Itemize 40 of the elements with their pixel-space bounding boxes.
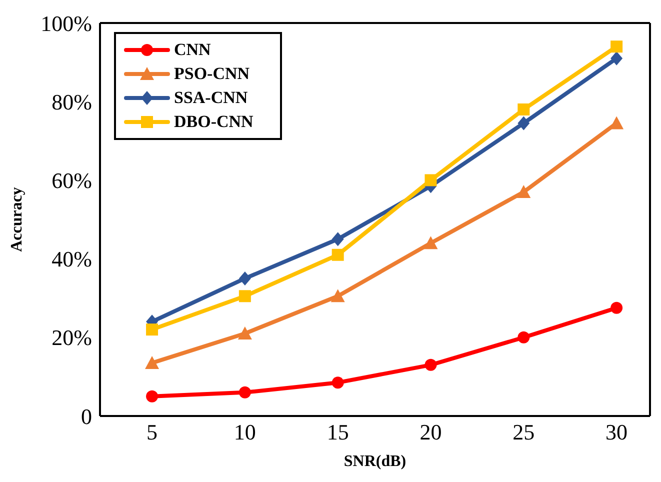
- y-axis-title: Accuracy: [8, 187, 26, 252]
- y-tick-label: 60%: [52, 168, 92, 194]
- x-tick-label: 15: [326, 420, 349, 445]
- x-tick-label: 5: [146, 420, 158, 445]
- y-tick-label: 40%: [52, 246, 92, 272]
- point: [332, 376, 344, 389]
- point: [332, 248, 344, 261]
- legend-label: SSA-CNN: [174, 88, 249, 108]
- point: [238, 326, 252, 340]
- point: [516, 184, 531, 198]
- point: [518, 331, 530, 344]
- point: [146, 390, 158, 402]
- point: [610, 116, 624, 130]
- point: [518, 103, 530, 116]
- point: [610, 51, 623, 66]
- x-tick-label: 10: [234, 420, 256, 445]
- point: [238, 271, 251, 286]
- y-tick-label: 80%: [52, 89, 92, 114]
- point: [238, 290, 251, 302]
- y-tick-label: 20%: [52, 325, 92, 350]
- legend-label: CNN: [174, 40, 212, 60]
- point: [238, 386, 251, 398]
- point: [424, 358, 437, 371]
- point: [610, 40, 623, 53]
- x-axis-title: SNR(dB): [344, 453, 406, 470]
- point: [518, 116, 530, 130]
- point: [424, 174, 437, 186]
- point: [145, 356, 160, 369]
- x-tick-label: 30: [606, 420, 628, 445]
- point: [146, 324, 158, 336]
- point: [424, 236, 438, 250]
- x-tick-label: 20: [420, 420, 442, 445]
- point: [330, 289, 345, 302]
- y-tick-label: 100%: [40, 10, 92, 36]
- point: [332, 232, 344, 246]
- legend-label: DBO-CNN: [174, 112, 254, 132]
- legend-label: PSO-CNN: [174, 64, 251, 84]
- x-tick-label: 25: [512, 420, 535, 445]
- y-tick-label: 0: [81, 404, 92, 429]
- point: [610, 302, 623, 314]
